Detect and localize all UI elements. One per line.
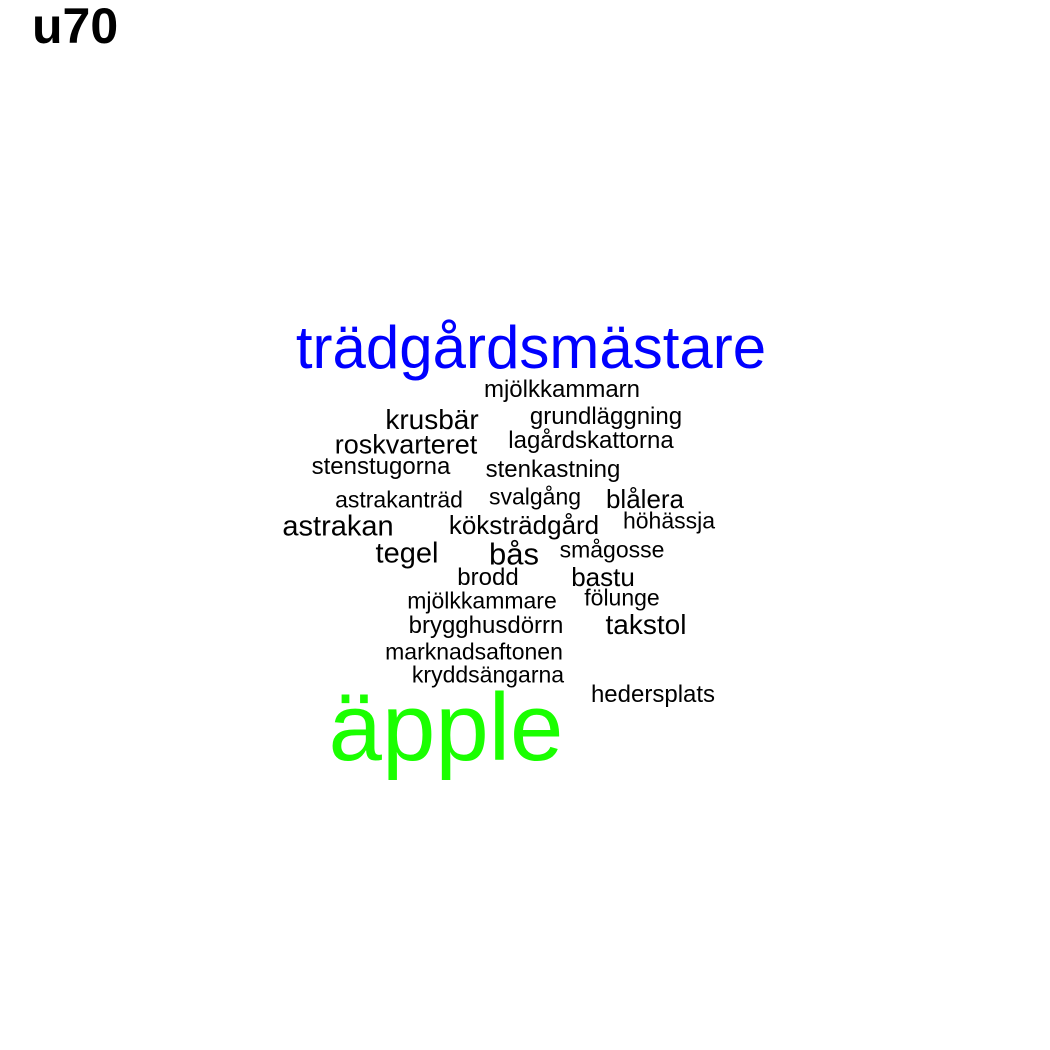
word-kryddsangarna: kryddsängarna (411, 661, 565, 688)
word-smagosse: smågosse (559, 536, 665, 563)
word-svalgang: svalgång (488, 483, 582, 510)
word-brygghusdorrn: brygghusdörrn (408, 612, 564, 639)
word-roskvarteret: roskvarteret (334, 429, 478, 460)
word-marknadsaftonen: marknadsaftonen (385, 638, 563, 665)
word-krusbar: krusbär (385, 404, 479, 435)
word-brodd: brodd (457, 564, 519, 591)
word-bas: bås (489, 536, 539, 572)
word-apple: äpple (328, 674, 564, 781)
word-hedersplats: hedersplats (590, 681, 716, 708)
word-bastu: bastu (571, 562, 635, 592)
word-hohassja: höhässja (622, 507, 716, 534)
word-stenstugorna: stenstugorna (311, 453, 451, 480)
word-tegel: tegel (375, 537, 439, 570)
word-astrakan: astrakan (282, 510, 394, 543)
word-kokstradgard: köksträdgård (448, 510, 600, 540)
word-mjolkkammarn: mjölkkammarn (483, 376, 641, 403)
word-blalera: blålera (605, 484, 685, 514)
page-title: u70 (32, 0, 119, 54)
word-astrakantrad: astrakanträd (335, 486, 463, 513)
word-grundlaggning: grundläggning (529, 403, 683, 430)
word-mjolkkammare: mjölkkammare (407, 587, 557, 614)
word-lagardskattorna: lagårdskattorna (508, 427, 674, 454)
word-stenkastning: stenkastning (485, 456, 621, 483)
word-tradgardsmastare: trädgårdsmästare (295, 314, 767, 381)
word-takstol: takstol (605, 609, 687, 640)
word-folunge: fölunge (584, 584, 660, 611)
